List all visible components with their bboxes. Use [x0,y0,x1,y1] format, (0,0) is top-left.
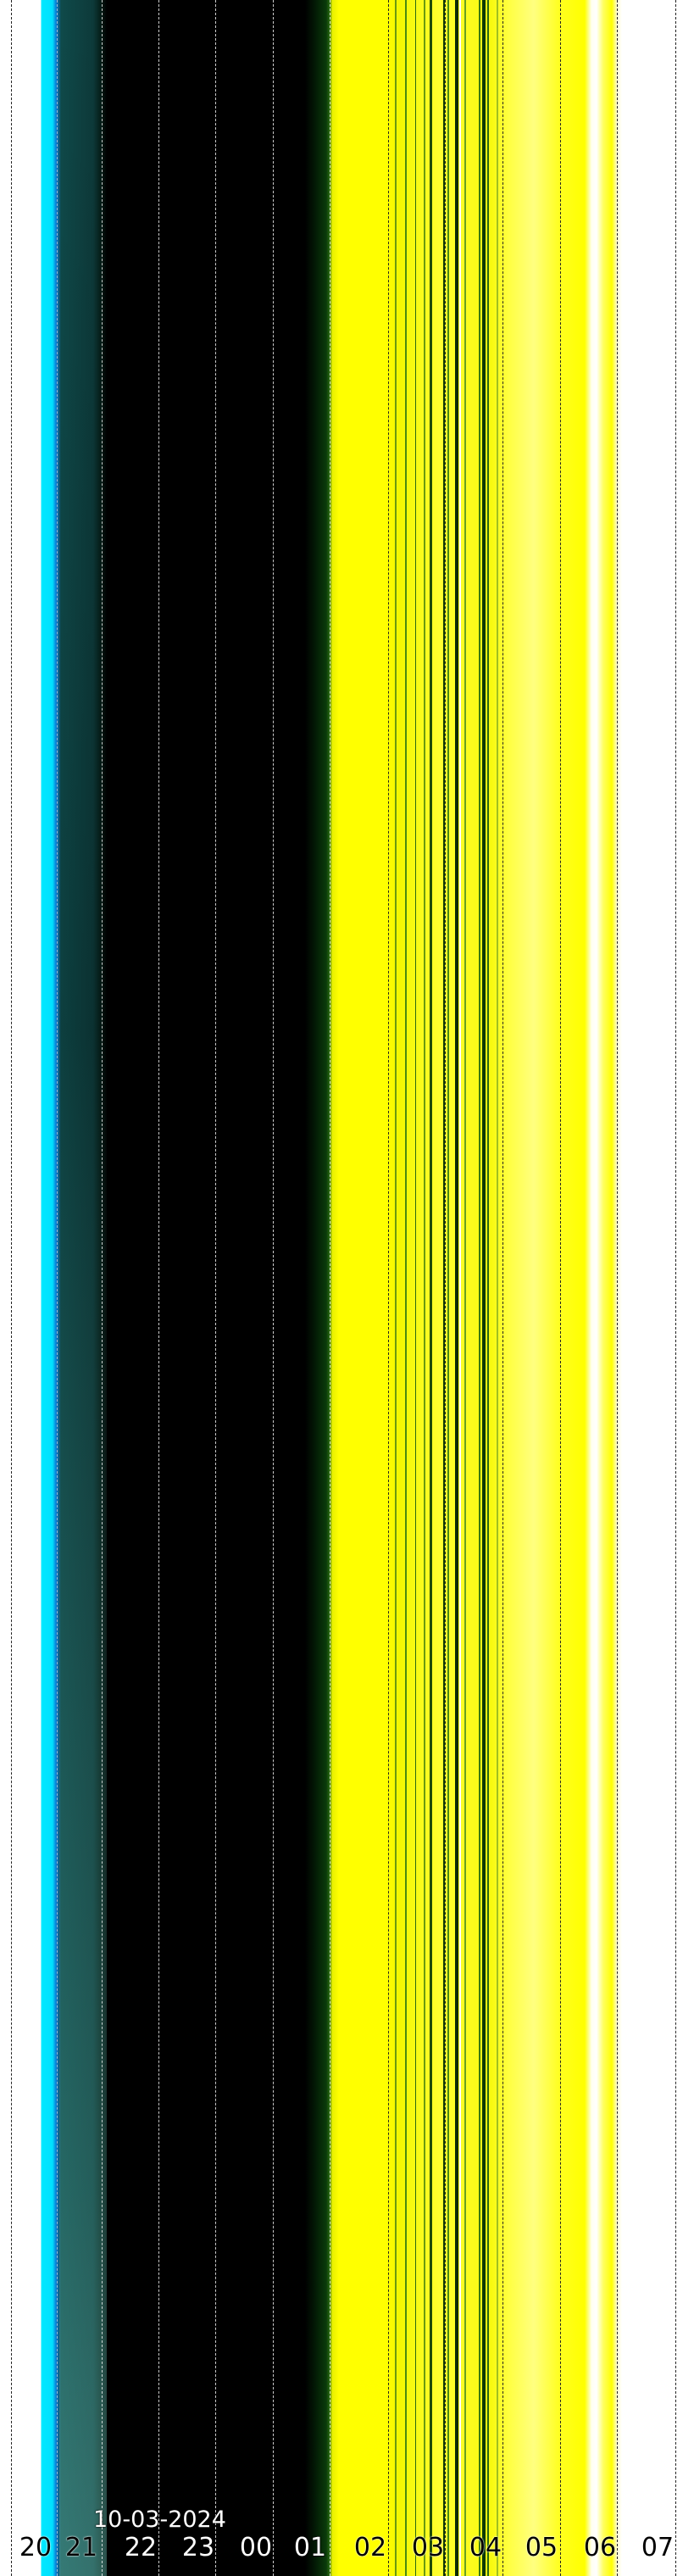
gridline [388,0,389,2576]
stripe [447,0,449,2576]
gridline [617,0,618,2576]
x-tick-label: 04 [469,2533,502,2562]
date-label: 10-03-2024 [93,2507,226,2533]
gridline [57,0,58,2576]
x-tick-label: 00 [239,2533,273,2562]
gridline [675,0,676,2576]
x-tick-label: 21 [64,2533,98,2562]
x-tick-label: 22 [124,2533,158,2562]
gridline [445,0,446,2576]
stripe [405,0,407,2576]
x-tick-label: 01 [293,2533,327,2562]
x-tick-label: 06 [583,2533,617,2562]
stripe [430,0,432,2576]
stripe [455,0,458,2576]
x-tick-label: 03 [411,2533,445,2562]
stripe [424,0,425,2576]
stripe [415,0,416,2576]
twilight-shading [59,0,107,2576]
stripe [443,0,445,2576]
stripe [459,0,461,2576]
gridline [502,0,503,2576]
gridline [560,0,561,2576]
stripe [395,0,397,2576]
x-tick-label: 02 [353,2533,387,2562]
x-tick-label: 07 [641,2533,675,2562]
stripe [487,0,489,2576]
stripe [482,0,486,2576]
x-tick-label: 23 [181,2533,215,2562]
x-tick-label: 05 [525,2533,558,2562]
gridline [273,0,274,2576]
gridline [11,0,12,2576]
gridline [102,0,103,2576]
stripe [464,0,466,2576]
x-tick-label: 20 [19,2533,53,2562]
gridline [158,0,159,2576]
gridline [215,0,216,2576]
stripe [479,0,480,2576]
stripe [497,0,498,2576]
